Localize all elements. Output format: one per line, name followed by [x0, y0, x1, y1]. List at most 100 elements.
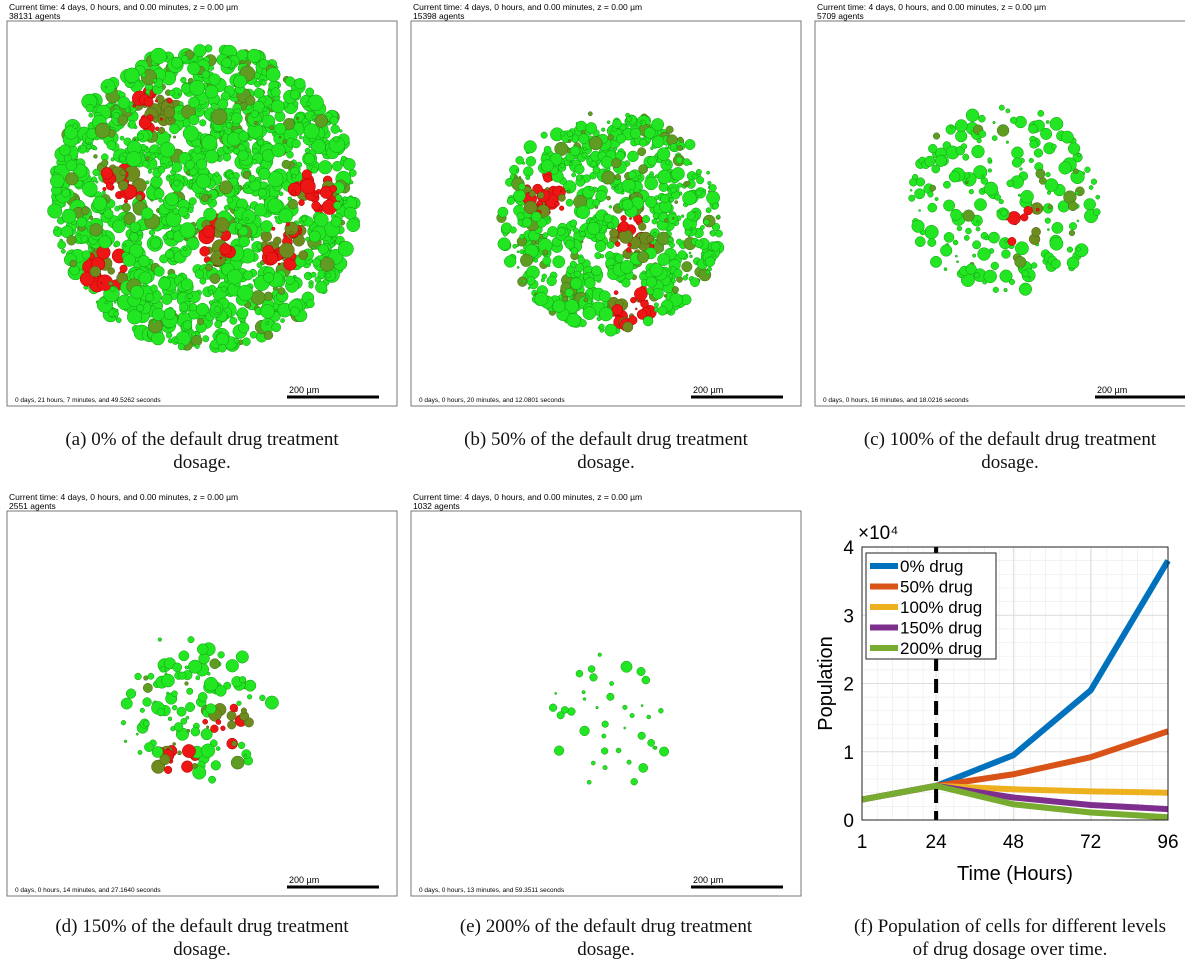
cell — [170, 175, 175, 180]
cell — [305, 148, 310, 153]
cell — [140, 708, 145, 713]
cell — [950, 125, 953, 128]
cell — [206, 264, 213, 271]
cell — [279, 243, 294, 258]
cell — [621, 661, 632, 672]
cell — [547, 264, 550, 267]
cell — [568, 140, 571, 143]
cell — [609, 229, 618, 238]
cell — [93, 169, 100, 176]
cell — [685, 139, 695, 149]
cell — [252, 159, 257, 164]
cell — [547, 276, 557, 286]
cell — [191, 727, 200, 736]
cell — [979, 130, 986, 137]
cell — [706, 208, 711, 213]
cell — [585, 295, 587, 297]
cell — [62, 189, 70, 197]
cell — [1011, 147, 1023, 159]
cell — [1004, 288, 1008, 292]
cell — [648, 739, 655, 746]
cell — [330, 116, 338, 124]
cell — [326, 273, 331, 278]
cell — [630, 128, 641, 139]
cell — [164, 308, 176, 320]
cell — [89, 113, 93, 117]
cell — [314, 213, 328, 227]
cell — [974, 198, 986, 210]
cell — [343, 196, 347, 200]
caption: (e) 200% of the default drug treatment d… — [441, 915, 771, 961]
cell — [665, 161, 669, 165]
cell — [706, 270, 710, 274]
cell — [985, 236, 989, 240]
cell — [210, 274, 220, 284]
cell — [553, 300, 566, 313]
cell — [333, 136, 339, 142]
cell — [349, 169, 356, 176]
cell — [81, 207, 89, 215]
cell — [95, 123, 110, 138]
cell — [271, 100, 284, 113]
cell — [572, 173, 576, 177]
cell — [708, 181, 712, 185]
cell — [527, 277, 535, 285]
cell — [318, 160, 332, 174]
cell — [537, 192, 544, 199]
cell — [1096, 195, 1100, 199]
cell — [587, 222, 600, 235]
cell — [513, 190, 525, 202]
cell — [181, 77, 187, 83]
cell — [302, 170, 311, 179]
cell — [173, 742, 176, 745]
cell — [532, 241, 536, 245]
cell — [82, 181, 97, 196]
y-tick-label: 1 — [843, 743, 854, 764]
cell — [915, 237, 925, 247]
cell — [174, 180, 180, 186]
cell — [653, 746, 655, 748]
cell — [560, 131, 565, 136]
cell — [526, 175, 530, 179]
cell — [201, 744, 215, 758]
cell — [186, 716, 189, 719]
cell — [575, 164, 585, 174]
cell — [237, 308, 248, 319]
cell — [969, 189, 974, 194]
cell — [642, 676, 650, 684]
cell — [541, 278, 545, 282]
cell — [650, 263, 663, 276]
cell — [247, 694, 252, 699]
cell — [587, 780, 591, 784]
cell — [944, 268, 947, 271]
cell — [1010, 117, 1017, 124]
cell — [244, 754, 247, 757]
cell — [239, 236, 250, 247]
caption: (d) 150% of the default drug treatment d… — [37, 915, 367, 961]
cell — [263, 108, 267, 112]
cell — [261, 231, 272, 242]
cell — [912, 220, 925, 233]
cell — [305, 88, 313, 96]
cell — [1051, 259, 1061, 269]
cell — [604, 214, 613, 223]
cell — [141, 208, 153, 220]
cell — [703, 189, 706, 192]
cell — [209, 74, 221, 86]
cell — [648, 156, 657, 165]
cell — [268, 198, 283, 213]
cell — [180, 222, 196, 238]
cell — [660, 194, 669, 203]
cell — [315, 114, 328, 127]
cell — [245, 185, 249, 189]
cell — [520, 254, 532, 266]
cell — [153, 117, 159, 123]
cell — [963, 210, 975, 222]
cell — [166, 692, 169, 695]
cell — [278, 287, 285, 294]
cell — [1006, 141, 1009, 144]
cell — [655, 174, 659, 178]
cell — [570, 162, 573, 165]
cell — [591, 266, 601, 276]
cell — [624, 727, 626, 729]
